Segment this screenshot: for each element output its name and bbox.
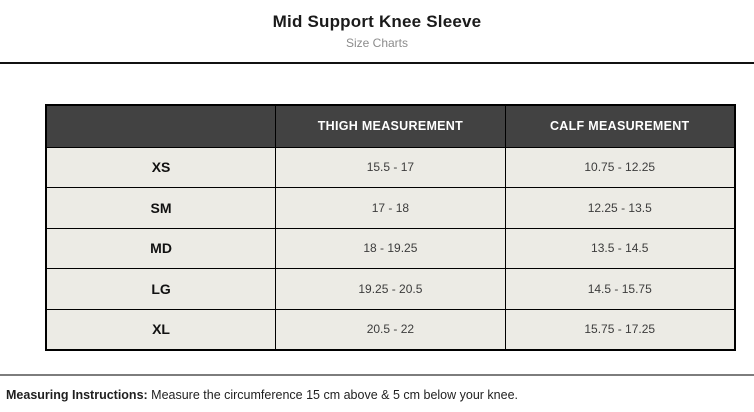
size-chart-table: THIGH MEASUREMENT CALF MEASUREMENT XS 15… [45,104,736,351]
top-divider [0,62,754,64]
calf-measurement: 13.5 - 14.5 [504,227,736,269]
thigh-measurement: 20.5 - 22 [275,308,506,350]
size-label: XS [45,146,277,188]
column-header-thigh: THIGH MEASUREMENT [275,104,506,148]
calf-measurement: 14.5 - 15.75 [504,268,736,310]
thigh-measurement: 19.25 - 20.5 [275,268,506,310]
page-subtitle: Size Charts [345,36,409,50]
column-header-calf: CALF MEASUREMENT [504,104,736,148]
table-row-sm: SM 17 - 18 12.25 - 13.5 [45,187,736,229]
table-row-md: MD 18 - 19.25 13.5 - 14.5 [45,227,736,269]
size-label: MD [45,227,277,269]
table-row-xs: XS 15.5 - 17 10.75 - 12.25 [45,146,736,188]
page-title: Mid Support Knee Sleeve [272,12,482,31]
measuring-instructions-text: Measure the circumference 15 cm above & … [147,387,518,402]
size-label: LG [45,268,277,310]
header-row: THIGH MEASUREMENT CALF MEASUREMENT [45,104,736,148]
calf-measurement: 15.75 - 17.25 [504,308,736,350]
size-label: XL [45,308,277,350]
measuring-instructions: Measuring Instructions: Measure the circ… [6,387,754,403]
table-row-lg: LG 19.25 - 20.5 14.5 - 15.75 [45,268,736,310]
thigh-measurement: 17 - 18 [275,187,506,229]
bottom-divider [0,373,754,376]
column-header-size [45,104,277,148]
calf-measurement: 12.25 - 13.5 [504,187,736,229]
measuring-instructions-label: Measuring Instructions: [6,387,148,402]
calf-measurement: 10.75 - 12.25 [504,146,736,188]
size-label: SM [45,187,277,229]
thigh-measurement: 15.5 - 17 [275,146,506,188]
thigh-measurement: 18 - 19.25 [275,227,506,269]
table-row-xl: XL 20.5 - 22 15.75 - 17.25 [45,308,736,350]
